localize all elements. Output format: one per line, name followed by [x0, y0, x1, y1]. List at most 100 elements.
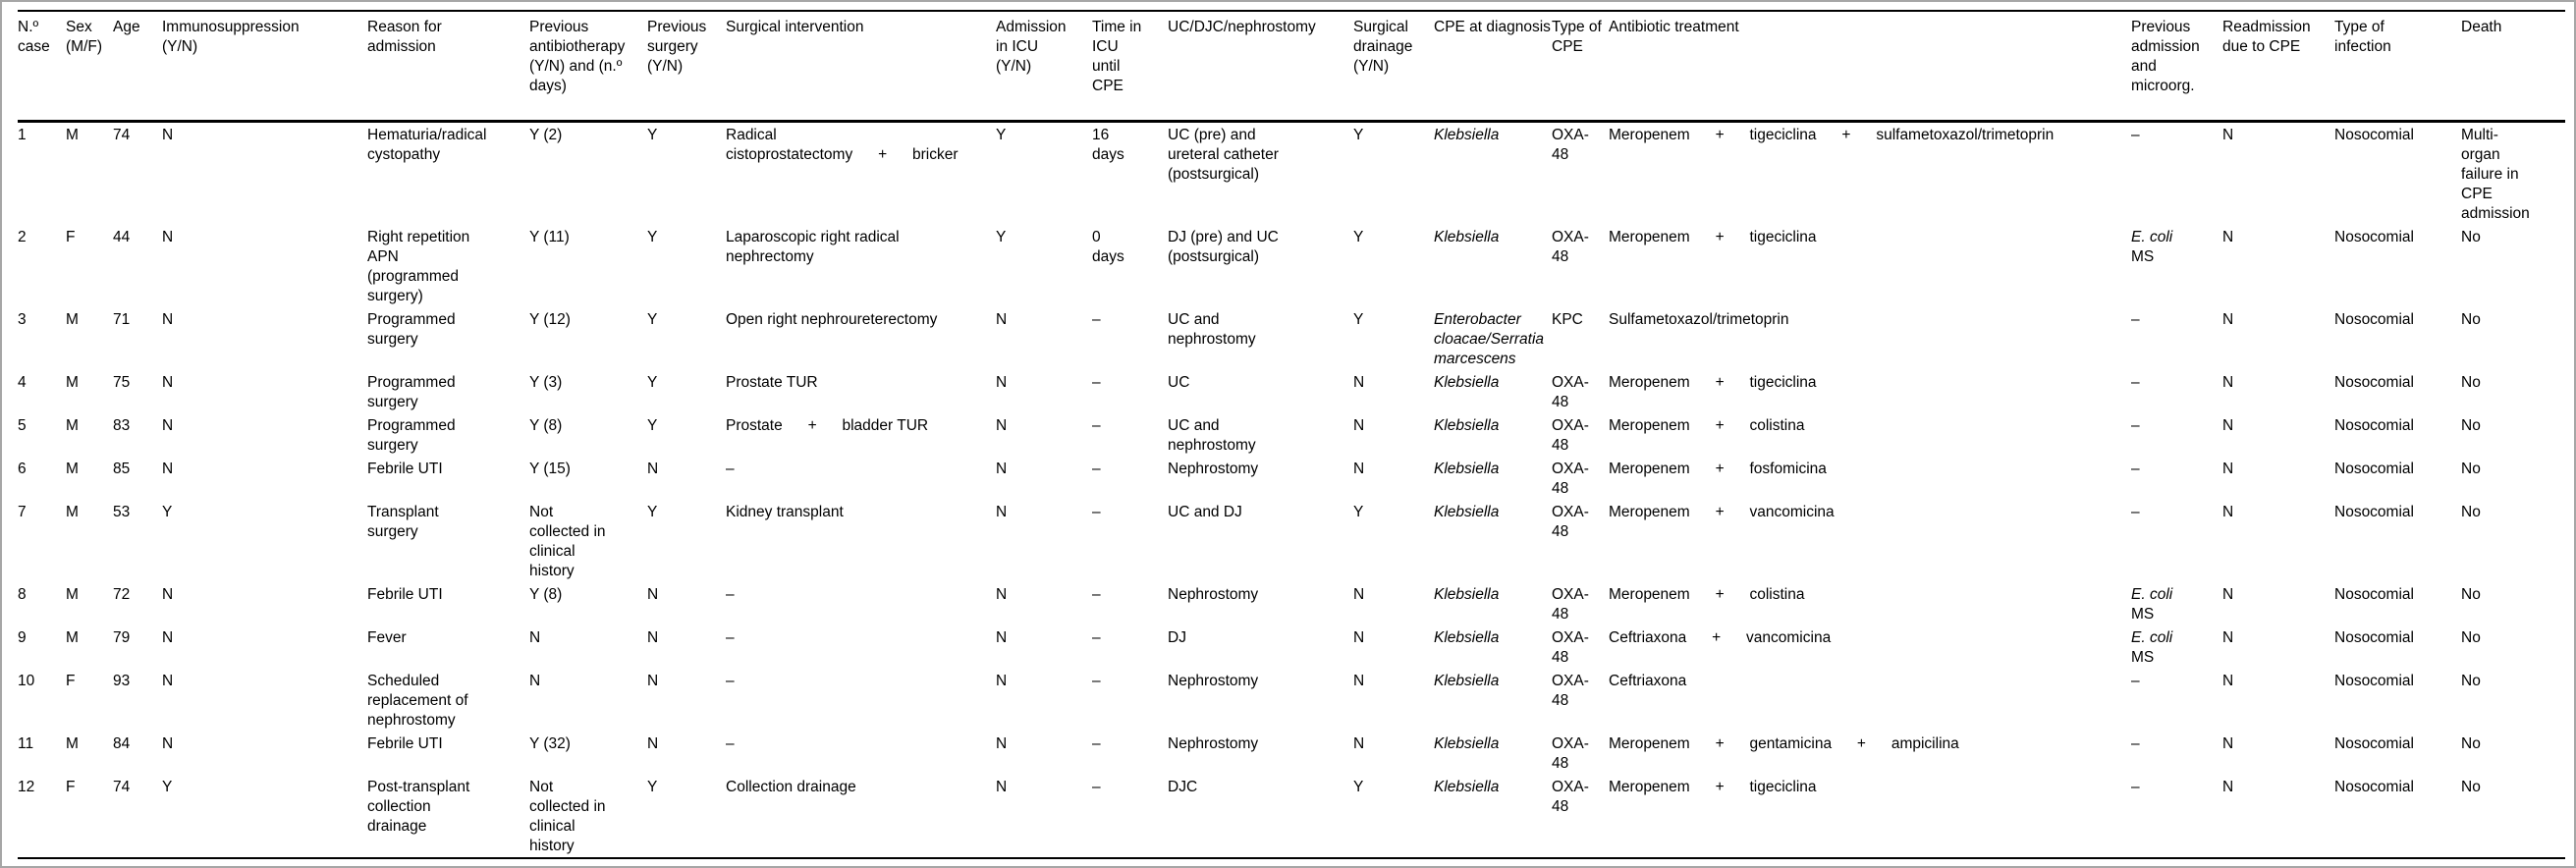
cell-cpe-at-diagnosis: Klebsiella	[1434, 461, 1500, 477]
cell-icu-admission: Y	[996, 229, 1007, 245]
cell-death: No	[2461, 586, 2481, 603]
cell-antibiotic-treatment: Ceftriaxona + vancomicina	[1609, 629, 1832, 646]
cell-case-number: 2	[18, 229, 27, 245]
table-row-2: 2 F 44 N Right repetition APN (programmed su…	[18, 225, 2565, 307]
cell-case-number: 10	[18, 673, 35, 689]
cell-immunosuppression: N	[162, 673, 174, 689]
cell-icu-time-until-cpe: –	[1092, 504, 1101, 520]
cell-age: 71	[113, 311, 131, 328]
cell-icu-admission: N	[996, 779, 1008, 795]
cell-immunosuppression: N	[162, 735, 174, 752]
cell-age: 93	[113, 673, 131, 689]
cell-icu-time-until-cpe: –	[1092, 311, 1101, 328]
previous-admission-note: –	[2131, 504, 2140, 520]
cell-previous-antibiotherapy: Y (3)	[529, 374, 563, 391]
table-row-5: 5 M 83 N Programmed surgery Y (8) Y Prostate + …	[18, 413, 2565, 457]
cell-case-number: 8	[18, 586, 27, 603]
cell-cpe-type: OXA- 48	[1552, 504, 1589, 540]
cell-previous-antibiotherapy: Y (12)	[529, 311, 571, 328]
cell-surgical-intervention: –	[726, 735, 735, 752]
cell-death: No	[2461, 311, 2481, 328]
cell-cpe-at-diagnosis: Klebsiella	[1434, 629, 1500, 646]
cell-surgical-drainage: Y	[1353, 779, 1364, 795]
cell-antibiotic-treatment: Meropenem + tigeciclina	[1609, 229, 1817, 245]
cell-previous-surgery: Y	[647, 127, 658, 143]
cell-cpe-type: OXA- 48	[1552, 779, 1589, 815]
cell-uc-djc-nephrostomy: DJC	[1168, 779, 1198, 795]
cell-antibiotic-treatment: Meropenem + tigeciclina	[1609, 779, 1817, 795]
cell-icu-admission: Y	[996, 127, 1007, 143]
cell-cpe-type: OXA- 48	[1552, 229, 1589, 265]
cell-icu-time-until-cpe: –	[1092, 374, 1101, 391]
cell-death: No	[2461, 779, 2481, 795]
cell-reason-for-admission: Febrile UTI	[367, 586, 443, 603]
cell-case-number: 9	[18, 629, 27, 646]
cell-death: No	[2461, 673, 2481, 689]
cell-previous-antibiotherapy: Y (15)	[529, 461, 571, 477]
table-body: 1 M 74 N Hematuria/radical cystopathy Y (2) Y R…	[18, 122, 2565, 859]
cell-cpe-at-diagnosis: Klebsiella	[1434, 417, 1500, 434]
cell-surgical-drainage: Y	[1353, 127, 1364, 143]
cell-reason-for-admission: Transplant surgery	[367, 504, 439, 540]
cell-icu-time-until-cpe: –	[1092, 779, 1101, 795]
cell-sex: M	[66, 504, 79, 520]
cell-previous-admission-microorg: –	[2131, 307, 2222, 370]
cell-readmission-due-to-cpe: N	[2222, 629, 2234, 646]
cell-surgical-intervention: Prostate + bladder TUR	[726, 417, 929, 434]
cell-surgical-drainage: N	[1353, 374, 1365, 391]
table-row-9: 9 M 79 N Fever N N – N – DJ N Klebsiella OXA- 48 Ceftr…	[18, 625, 2565, 669]
cell-infection-type: Nosocomial	[2334, 779, 2414, 795]
cell-age: 72	[113, 586, 131, 603]
cell-surgical-drainage: N	[1353, 417, 1365, 434]
cell-infection-type: Nosocomial	[2334, 586, 2414, 603]
cell-sex: M	[66, 586, 79, 603]
cell-antibiotic-treatment: Meropenem + tigeciclina + sulfametoxazol…	[1609, 127, 2055, 143]
cell-age: 74	[113, 127, 131, 143]
cell-reason-for-admission: Post-transplant collection drainage	[367, 779, 470, 835]
cell-previous-antibiotherapy: N	[529, 673, 541, 689]
cell-previous-admission-microorg: –	[2131, 370, 2222, 413]
cell-readmission-due-to-cpe: N	[2222, 673, 2234, 689]
column-header-surgical-intervention: Surgical intervention	[726, 11, 996, 123]
cell-surgical-drainage: Y	[1353, 504, 1364, 520]
cell-readmission-due-to-cpe: N	[2222, 229, 2234, 245]
cell-previous-antibiotherapy: Y (32)	[529, 735, 571, 752]
cell-cpe-type: OXA- 48	[1552, 735, 1589, 772]
previous-admission-note: MS	[2131, 649, 2155, 666]
cell-icu-admission: N	[996, 461, 1008, 477]
column-header-age: Age	[113, 11, 162, 123]
cell-age: 75	[113, 374, 131, 391]
cell-antibiotic-treatment: Meropenem + colistina	[1609, 417, 1805, 434]
cell-death: No	[2461, 629, 2481, 646]
table-row-10: 10 F 93 N Scheduled replacement of nephrosto…	[18, 669, 2565, 732]
cell-surgical-intervention: Open right nephroureterectomy	[726, 311, 938, 328]
patient-cases-table: N.º case Sex (M/F) Age Immunosuppression (Y…	[18, 10, 2565, 859]
cell-surgical-intervention: –	[726, 461, 735, 477]
cell-immunosuppression: N	[162, 127, 174, 143]
cell-readmission-due-to-cpe: N	[2222, 461, 2234, 477]
cell-cpe-type: OXA- 48	[1552, 461, 1589, 497]
cell-reason-for-admission: Fever	[367, 629, 407, 646]
cell-icu-time-until-cpe: –	[1092, 673, 1101, 689]
cell-readmission-due-to-cpe: N	[2222, 504, 2234, 520]
cell-uc-djc-nephrostomy: UC and nephrostomy	[1168, 417, 1256, 454]
cell-sex: F	[66, 673, 76, 689]
cell-infection-type: Nosocomial	[2334, 127, 2414, 143]
cell-surgical-drainage: N	[1353, 735, 1365, 752]
cell-antibiotic-treatment: Meropenem + gentamicina + ampicilina	[1609, 735, 1959, 752]
cell-surgical-drainage: N	[1353, 673, 1365, 689]
cell-cpe-at-diagnosis: Klebsiella	[1434, 127, 1500, 143]
cell-sex: M	[66, 629, 79, 646]
cell-surgical-intervention: –	[726, 586, 735, 603]
cell-sex: F	[66, 229, 76, 245]
cell-previous-surgery: Y	[647, 417, 658, 434]
column-header-reason-for-admission: Reason for admission	[367, 11, 529, 123]
cell-uc-djc-nephrostomy: Nephrostomy	[1168, 673, 1259, 689]
cell-previous-surgery: Y	[647, 374, 658, 391]
cell-age: 53	[113, 504, 131, 520]
column-header-uc-djc-nephrostomy: UC/DJC/nephrostomy	[1168, 11, 1353, 123]
previous-admission-note: –	[2131, 779, 2140, 795]
cell-immunosuppression: Y	[162, 779, 173, 795]
cell-surgical-drainage: Y	[1353, 311, 1364, 328]
table-row-12: 12 F 74 Y Post-transplant collection drainag…	[18, 775, 2565, 858]
